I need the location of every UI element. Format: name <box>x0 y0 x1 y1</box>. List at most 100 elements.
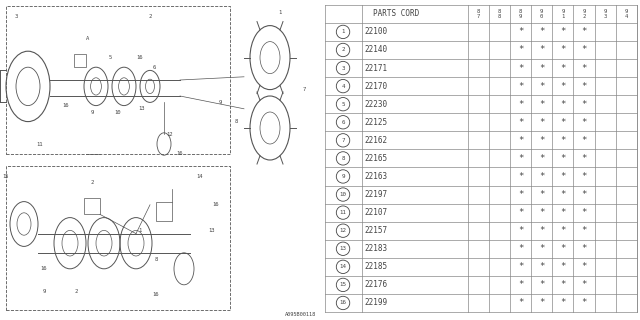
Text: 7: 7 <box>302 87 306 92</box>
Text: *: * <box>518 208 524 217</box>
Text: 16: 16 <box>41 266 47 271</box>
Text: 16: 16 <box>340 300 346 306</box>
Text: 8
8: 8 8 <box>498 9 501 19</box>
Text: 8: 8 <box>154 257 157 262</box>
Text: *: * <box>581 208 587 217</box>
Text: *: * <box>539 64 545 73</box>
Text: 4: 4 <box>341 84 345 89</box>
Text: *: * <box>518 28 524 36</box>
Text: 22163: 22163 <box>365 172 388 181</box>
Text: 1: 1 <box>341 29 345 35</box>
Text: *: * <box>560 262 566 271</box>
Text: 3: 3 <box>341 66 345 70</box>
Text: *: * <box>539 299 545 308</box>
Text: 22176: 22176 <box>365 280 388 289</box>
Text: *: * <box>560 280 566 289</box>
Text: 22185: 22185 <box>365 262 388 271</box>
Text: 22170: 22170 <box>365 82 388 91</box>
Text: *: * <box>560 45 566 54</box>
Text: *: * <box>581 136 587 145</box>
Text: *: * <box>539 190 545 199</box>
Text: 9
4: 9 4 <box>625 9 628 19</box>
Text: *: * <box>581 262 587 271</box>
Text: *: * <box>539 208 545 217</box>
Text: 22107: 22107 <box>365 208 388 217</box>
Text: *: * <box>560 172 566 181</box>
Text: *: * <box>581 226 587 235</box>
Text: 10: 10 <box>340 192 346 197</box>
Text: *: * <box>560 136 566 145</box>
Text: *: * <box>581 64 587 73</box>
Text: *: * <box>539 226 545 235</box>
Text: 22100: 22100 <box>365 28 388 36</box>
Text: *: * <box>581 100 587 109</box>
Text: 5: 5 <box>108 55 111 60</box>
Text: 1: 1 <box>278 10 282 15</box>
Text: *: * <box>539 154 545 163</box>
Text: 9
0: 9 0 <box>540 9 543 19</box>
Text: *: * <box>539 136 545 145</box>
Text: 9
3: 9 3 <box>604 9 607 19</box>
Text: 3: 3 <box>14 13 18 19</box>
Text: *: * <box>539 45 545 54</box>
Text: 2: 2 <box>341 47 345 52</box>
Text: *: * <box>560 299 566 308</box>
Text: *: * <box>518 299 524 308</box>
Text: *: * <box>539 262 545 271</box>
Text: *: * <box>518 82 524 91</box>
Text: 9: 9 <box>42 289 45 294</box>
Text: *: * <box>581 45 587 54</box>
Text: *: * <box>518 172 524 181</box>
Text: *: * <box>539 100 545 109</box>
Text: *: * <box>518 190 524 199</box>
Text: 6: 6 <box>152 65 156 70</box>
Text: *: * <box>560 64 566 73</box>
Text: 10: 10 <box>115 109 121 115</box>
Text: 22199: 22199 <box>365 299 388 308</box>
Text: PARTS CORD: PARTS CORD <box>373 9 419 18</box>
Text: *: * <box>560 82 566 91</box>
Text: 8
7: 8 7 <box>477 9 480 19</box>
Text: 16: 16 <box>212 202 220 207</box>
Text: *: * <box>581 190 587 199</box>
Text: 15: 15 <box>340 282 346 287</box>
Text: 13: 13 <box>139 106 145 111</box>
Text: A: A <box>86 36 90 41</box>
Text: 11: 11 <box>340 210 346 215</box>
Text: *: * <box>539 28 545 36</box>
Text: *: * <box>581 118 587 127</box>
Text: *: * <box>539 82 545 91</box>
Text: *: * <box>581 82 587 91</box>
Text: 15: 15 <box>3 173 9 179</box>
Text: *: * <box>581 244 587 253</box>
Text: *: * <box>560 154 566 163</box>
Text: 11: 11 <box>36 141 44 147</box>
Text: 16: 16 <box>153 292 159 297</box>
Text: 22125: 22125 <box>365 118 388 127</box>
Text: 2: 2 <box>74 289 77 294</box>
Text: *: * <box>560 226 566 235</box>
Text: 16: 16 <box>177 151 183 156</box>
Text: 1: 1 <box>138 228 141 233</box>
Text: 2: 2 <box>90 180 93 185</box>
Text: *: * <box>518 154 524 163</box>
Text: 12: 12 <box>167 132 173 137</box>
Text: *: * <box>518 45 524 54</box>
Text: 12: 12 <box>340 228 346 233</box>
Text: 9: 9 <box>218 100 221 105</box>
Text: 22230: 22230 <box>365 100 388 109</box>
Text: *: * <box>560 208 566 217</box>
Text: 13: 13 <box>340 246 346 251</box>
Text: 5: 5 <box>341 102 345 107</box>
Text: 14: 14 <box>340 264 346 269</box>
Text: A095B00118: A095B00118 <box>285 312 316 317</box>
Text: *: * <box>518 244 524 253</box>
Text: *: * <box>539 118 545 127</box>
Text: *: * <box>518 226 524 235</box>
Text: 22140: 22140 <box>365 45 388 54</box>
Text: *: * <box>560 28 566 36</box>
Text: *: * <box>539 172 545 181</box>
Text: 22171: 22171 <box>365 64 388 73</box>
Text: *: * <box>518 262 524 271</box>
Text: *: * <box>539 280 545 289</box>
